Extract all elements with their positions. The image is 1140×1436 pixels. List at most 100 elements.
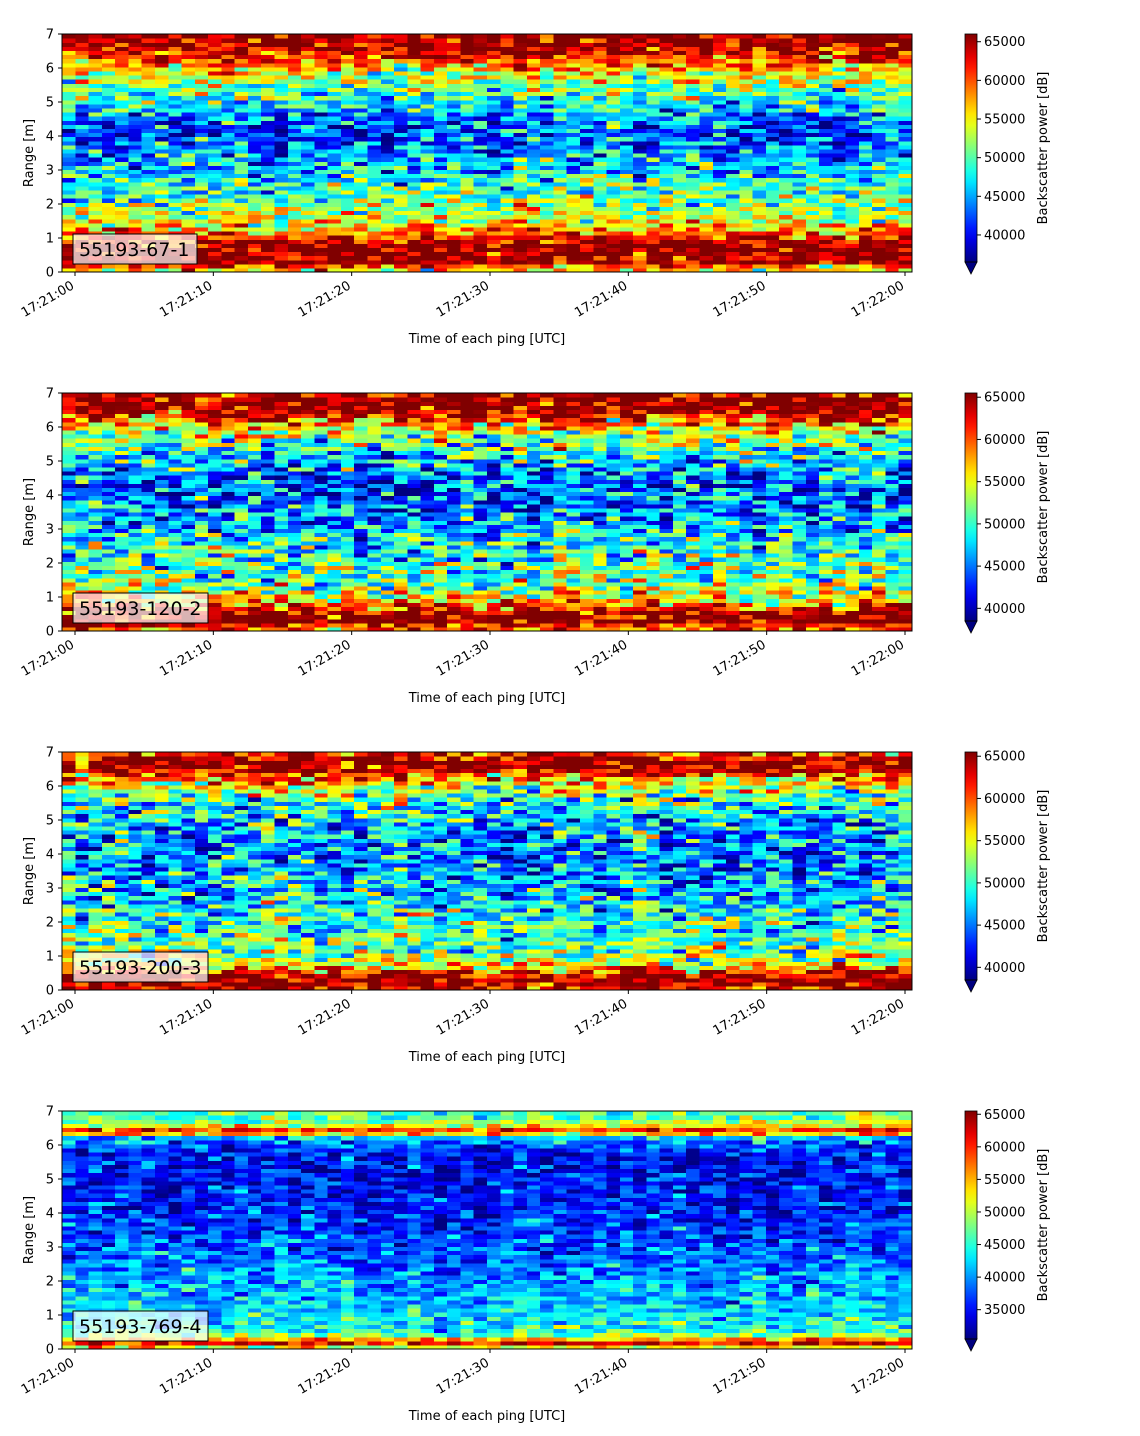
heatmap-cell (792, 38, 806, 43)
heatmap-cell (182, 516, 196, 521)
heatmap-cell (195, 475, 209, 480)
heatmap-cell (62, 124, 76, 129)
heatmap-cell (779, 116, 793, 121)
heatmap-cell (195, 504, 209, 509)
heatmap-cell (885, 42, 899, 47)
heatmap-cell (235, 165, 249, 170)
heatmap-cell (89, 434, 103, 439)
heatmap-cell (221, 71, 235, 76)
heatmap-cell (62, 210, 76, 215)
heatmap-cell (553, 251, 567, 256)
heatmap-cell (328, 483, 342, 488)
heatmap-cell (102, 46, 116, 51)
heatmap-cell (261, 578, 275, 583)
heatmap-cell (221, 67, 235, 72)
heatmap-cell (819, 34, 833, 39)
heatmap-cell (288, 545, 302, 550)
heatmap-cell (221, 165, 235, 170)
heatmap-cell (275, 96, 289, 101)
heatmap-cell (221, 174, 235, 179)
heatmap-cell (633, 186, 647, 191)
heatmap-cell (447, 108, 461, 113)
heatmap-cell (208, 479, 222, 484)
heatmap-cell (381, 235, 395, 240)
heatmap-cell (354, 96, 368, 101)
heatmap-cell (314, 260, 328, 265)
heatmap-cell (235, 124, 249, 129)
heatmap-cell (89, 132, 103, 137)
heatmap-cell (314, 426, 328, 431)
heatmap-cell (779, 120, 793, 125)
heatmap-cell (142, 210, 156, 215)
heatmap-cell (341, 132, 355, 137)
heatmap-cell (700, 227, 714, 232)
heatmap-cell (221, 169, 235, 174)
heatmap-cell (460, 128, 474, 133)
heatmap-cell (474, 112, 488, 117)
heatmap-cell (142, 557, 156, 562)
heatmap-cell (474, 63, 488, 68)
heatmap-cell (792, 202, 806, 207)
heatmap-cell (421, 149, 435, 154)
heatmap-cell (527, 55, 541, 60)
heatmap-cell (474, 91, 488, 96)
heatmap-cell (208, 243, 222, 248)
heatmap-cell (288, 606, 302, 611)
heatmap-cell (288, 161, 302, 166)
y-tick-label: 2 (46, 198, 54, 213)
heatmap-cell (421, 104, 435, 109)
heatmap-cell (792, 71, 806, 76)
heatmap-cell (89, 71, 103, 76)
heatmap-cell (514, 260, 528, 265)
heatmap-cell (89, 104, 103, 109)
heatmap-cell (872, 100, 886, 105)
heatmap-cell (168, 149, 182, 154)
heatmap-cell (885, 161, 899, 166)
heatmap-cell (620, 96, 634, 101)
heatmap-cell (288, 491, 302, 496)
heatmap-cell (753, 75, 767, 80)
heatmap-cell (128, 430, 142, 435)
heatmap-cell (328, 165, 342, 170)
heatmap-cell (474, 235, 488, 240)
heatmap-cell (899, 137, 913, 142)
heatmap-cell (806, 210, 820, 215)
heatmap-cell (168, 422, 182, 427)
heatmap-cell (314, 174, 328, 179)
heatmap-cell (846, 132, 860, 137)
heatmap-cell (314, 463, 328, 468)
heatmap-cell (62, 79, 76, 84)
heatmap-cell (288, 157, 302, 162)
heatmap-cell (301, 137, 315, 142)
heatmap-cell (288, 496, 302, 501)
heatmap-cell (700, 67, 714, 72)
heatmap-cell (806, 153, 820, 158)
heatmap-cell (460, 247, 474, 252)
heatmap-cell (819, 215, 833, 220)
heatmap-cell (115, 161, 129, 166)
heatmap-cell (75, 227, 89, 232)
heatmap-cell (899, 161, 913, 166)
heatmap-cell (766, 153, 780, 158)
heatmap-cell (195, 434, 209, 439)
heatmap-cell (208, 610, 222, 615)
heatmap-cell (288, 418, 302, 423)
heatmap-cell (235, 42, 249, 47)
heatmap-cell (115, 455, 129, 460)
heatmap-cell (235, 590, 249, 595)
heatmap-cell (487, 59, 501, 64)
heatmap-cell (301, 508, 315, 513)
heatmap-cell (182, 446, 196, 451)
heatmap-cell (832, 256, 846, 261)
heatmap-cell (766, 96, 780, 101)
heatmap-cell (354, 161, 368, 166)
heatmap-cell (885, 100, 899, 105)
heatmap-cell (208, 55, 222, 60)
heatmap-cell (142, 194, 156, 199)
heatmap-cell (208, 260, 222, 265)
heatmap-cell (354, 141, 368, 146)
heatmap-cell (686, 137, 700, 142)
heatmap-cell (514, 161, 528, 166)
heatmap-cell (89, 487, 103, 492)
heatmap-cell (102, 91, 116, 96)
